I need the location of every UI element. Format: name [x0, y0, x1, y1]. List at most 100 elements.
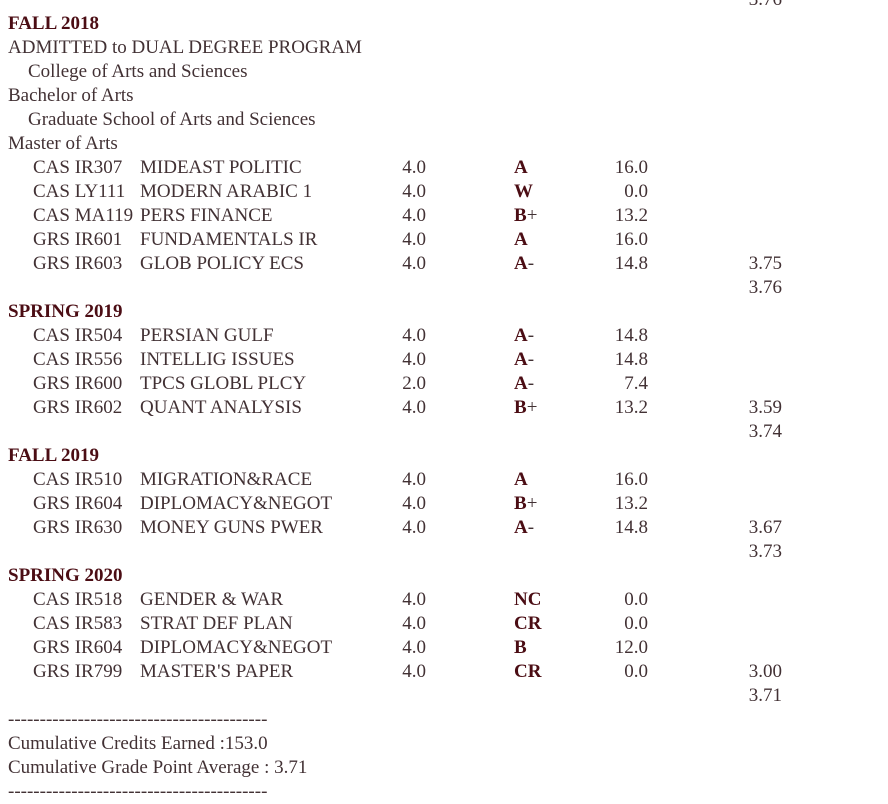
course-credits: 4.0 [402, 181, 426, 202]
course-points: 13.2 [614, 493, 648, 514]
grade-suffix: - [527, 349, 535, 370]
course-points: 16.0 [614, 469, 648, 490]
course-grade: A- [514, 372, 534, 396]
divider-row: ----------------------------------------… [0, 708, 888, 732]
term-header: FALL 2018 [8, 13, 99, 34]
course-grade: CR [514, 660, 541, 684]
course-grade: W [514, 180, 533, 204]
term-header-row: SPRING 2019 [0, 300, 888, 324]
course-title: INTELLIG ISSUES [140, 349, 295, 370]
grade-letter: NC [514, 589, 542, 610]
course-grade: B [514, 636, 527, 660]
term-header-row: FALL 2019 [0, 444, 888, 468]
cumulative-gpa: 3.71 [748, 685, 782, 706]
course-credits: 4.0 [402, 613, 426, 634]
course-credits: 4.0 [402, 325, 426, 346]
course-row: GRS IR600 TPCS GLOBL PLCY 2.0 A- 7.4 [0, 372, 888, 396]
cumulative-credits-row: Cumulative Credits Earned :153.0 [0, 732, 888, 756]
course-row: GRS IR603 GLOB POLICY ECS 4.0 A- 14.8 3.75 [0, 252, 888, 276]
program-note-row: Graduate School of Arts and Sciences [0, 108, 888, 132]
course-row: CAS IR504 PERSIAN GULF 4.0 A- 14.8 [0, 324, 888, 348]
course-code: GRS IR602 [33, 397, 123, 418]
divider-line: ----------------------------------------… [8, 709, 268, 730]
course-row: GRS IR604 DIPLOMACY&NEGOT 4.0 B+ 13.2 [0, 492, 888, 516]
cumulative-gpa: 3.76 [748, 277, 782, 298]
program-note-row: Bachelor of Arts [0, 84, 888, 108]
course-row: CAS LY111 MODERN ARABIC 1 4.0 W 0.0 [0, 180, 888, 204]
course-row: GRS IR799 MASTER'S PAPER 4.0 CR 0.0 3.00 [0, 660, 888, 684]
course-row: GRS IR602 QUANT ANALYSIS 4.0 B+ 13.2 3.59 [0, 396, 888, 420]
course-title: MIGRATION&RACE [140, 469, 313, 490]
cumulative-gpa: 3.74 [748, 421, 782, 442]
course-title: MODERN ARABIC 1 [140, 181, 313, 202]
course-points: 0.0 [624, 589, 648, 610]
grade-letter: A [514, 157, 528, 178]
course-credits: 4.0 [402, 493, 426, 514]
cumulative-credits-line: Cumulative Credits Earned :153.0 [8, 733, 268, 754]
course-row: GRS IR630 MONEY GUNS PWER 4.0 A- 14.8 3.67 [0, 516, 888, 540]
grade-letter: A [514, 469, 528, 490]
program-note: ADMITTED to DUAL DEGREE PROGRAM [8, 37, 362, 58]
course-grade: A- [514, 516, 534, 540]
program-note: Bachelor of Arts [8, 85, 134, 106]
grade-letter: W [514, 181, 533, 202]
grade-letter: A [514, 253, 528, 274]
grade-suffix: - [527, 325, 535, 346]
course-title: TPCS GLOBL PLCY [140, 373, 307, 394]
course-code: GRS IR799 [33, 661, 123, 682]
grade-suffix: - [527, 253, 535, 274]
course-code: CAS IR307 [33, 157, 123, 178]
course-row: GRS IR604 DIPLOMACY&NEGOT 4.0 B 12.0 [0, 636, 888, 660]
program-note: Master of Arts [8, 133, 118, 154]
cumulative-gpa-clipped: 3.76 [694, 0, 782, 12]
term-gpa: 3.75 [748, 253, 782, 274]
clipped-gpa-row: 3.76 [0, 0, 888, 12]
grade-suffix: - [527, 517, 535, 538]
course-row: GRS IR601 FUNDAMENTALS IR 4.0 A 16.0 [0, 228, 888, 252]
course-code: CAS IR510 [33, 469, 123, 490]
course-credits: 4.0 [402, 253, 426, 274]
grade-letter: B [514, 205, 527, 226]
course-title: STRAT DEF PLAN [140, 613, 293, 634]
course-title: QUANT ANALYSIS [140, 397, 302, 418]
term-header-row: FALL 2018 [0, 12, 888, 36]
course-points: 13.2 [614, 205, 648, 226]
course-credits: 4.0 [402, 349, 426, 370]
grade-suffix: + [526, 205, 538, 226]
course-grade: B+ [514, 396, 537, 420]
course-code: GRS IR630 [33, 517, 123, 538]
grade-suffix: + [526, 397, 538, 418]
program-note: College of Arts and Sciences [28, 61, 248, 82]
course-code: CAS IR583 [33, 613, 123, 634]
program-note-row: ADMITTED to DUAL DEGREE PROGRAM [0, 36, 888, 60]
course-title: MASTER'S PAPER [140, 661, 294, 682]
course-code: CAS IR518 [33, 589, 123, 610]
course-credits: 4.0 [402, 397, 426, 418]
course-code: CAS LY111 [33, 181, 126, 202]
divider-line: ----------------------------------------… [8, 781, 268, 802]
grade-suffix: + [526, 493, 538, 514]
course-code: CAS MA119 [33, 205, 134, 226]
grade-letter: A [514, 349, 528, 370]
course-grade: A- [514, 324, 534, 348]
cumulative-gpa-row: 3.74 [0, 420, 888, 444]
course-code: GRS IR604 [33, 493, 123, 514]
grade-letter: B [514, 637, 527, 658]
course-grade: A- [514, 252, 534, 276]
term-gpa: 3.59 [748, 397, 782, 418]
course-credits: 4.0 [402, 469, 426, 490]
program-note-row: Master of Arts [0, 132, 888, 156]
course-grade: A [514, 228, 528, 252]
term-gpa: 3.00 [748, 661, 782, 682]
course-code: GRS IR603 [33, 253, 123, 274]
course-grade: A [514, 156, 528, 180]
cumulative-gpa-row: 3.73 [0, 540, 888, 564]
course-code: GRS IR600 [33, 373, 123, 394]
course-grade: NC [514, 588, 541, 612]
course-credits: 4.0 [402, 661, 426, 682]
course-code: GRS IR604 [33, 637, 123, 658]
program-note: Graduate School of Arts and Sciences [28, 109, 316, 130]
term-header-row: SPRING 2020 [0, 564, 888, 588]
grade-letter: B [514, 397, 527, 418]
cumulative-gpa: 3.73 [748, 541, 782, 562]
